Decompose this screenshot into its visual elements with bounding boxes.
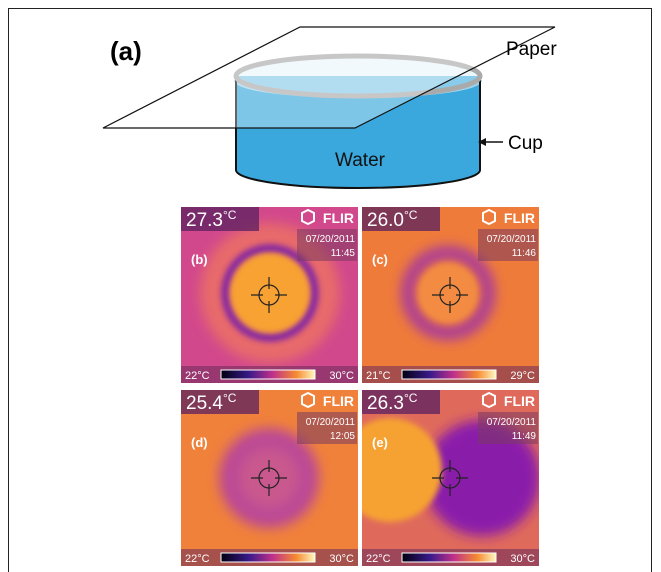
time: 12:05 (330, 431, 355, 442)
brand: FLIR (323, 393, 354, 409)
scale-max: 30°C (329, 553, 354, 565)
image-label: (e) (372, 435, 388, 450)
paper-label: Paper (506, 39, 557, 60)
scale-max: 29°C (510, 370, 535, 382)
thermal-image: 26.0°C FLIR 07/20/2011 11:46 (c) 21°C 29°C (362, 207, 539, 383)
scale-bar (221, 370, 315, 379)
temperature-unit: °C (404, 391, 418, 405)
temperature: 27.3 (186, 210, 223, 231)
temperature: 25.4 (186, 393, 223, 414)
scale-max: 30°C (510, 553, 535, 565)
thermal-image: 25.4°C FLIR 07/20/2011 12:05 (d) 22°C 30°C (181, 390, 358, 566)
temperature-unit: °C (223, 208, 237, 222)
temperature-unit: °C (223, 391, 237, 405)
scene-inner (239, 448, 299, 508)
image-label: (b) (191, 252, 208, 267)
image-label: (c) (372, 252, 388, 267)
brand: FLIR (323, 210, 354, 226)
temperature-unit: °C (404, 208, 418, 222)
figure: (a) Paper Cup Water 27.3°CFLIR07/20/2011… (0, 0, 661, 572)
time: 11:49 (512, 431, 537, 442)
brand: FLIR (504, 210, 535, 226)
time: 11:45 (331, 248, 356, 259)
scale-min: 21°C (366, 370, 391, 382)
date: 07/20/2011 (487, 234, 537, 245)
temperature: 26.3 (367, 393, 404, 414)
date: 07/20/2011 (306, 234, 356, 245)
thermal-image: 26.3°C FLIR 07/20/2011 11:49 (e) 22°C 30°C (338, 390, 540, 566)
date: 07/20/2011 (306, 417, 356, 428)
scale-bar (402, 553, 496, 562)
scale-min: 22°C (366, 553, 391, 565)
thermal-image: 27.3°C FLIR 07/20/2011 11:45 (b) 22°C 30°C (181, 207, 358, 383)
scale-min: 22°C (185, 370, 210, 382)
scale-bar (221, 553, 315, 562)
temperature: 26.0 (367, 210, 404, 231)
scale-bar (402, 370, 496, 379)
time: 11:46 (512, 248, 537, 259)
scene-disc (418, 263, 478, 323)
date: 07/20/2011 (487, 417, 537, 428)
scale-min: 22°C (185, 553, 210, 565)
scale-max: 30°C (329, 370, 354, 382)
panel-a: (a) Paper Cup Water (103, 27, 557, 188)
image-label: (d) (191, 435, 208, 450)
brand: FLIR (504, 393, 535, 409)
scene-disc (230, 253, 310, 333)
panel-label: (a) (110, 36, 142, 66)
paper-sheet (103, 27, 555, 128)
cup-label: Cup (508, 133, 543, 154)
water-label: Water (335, 150, 386, 171)
